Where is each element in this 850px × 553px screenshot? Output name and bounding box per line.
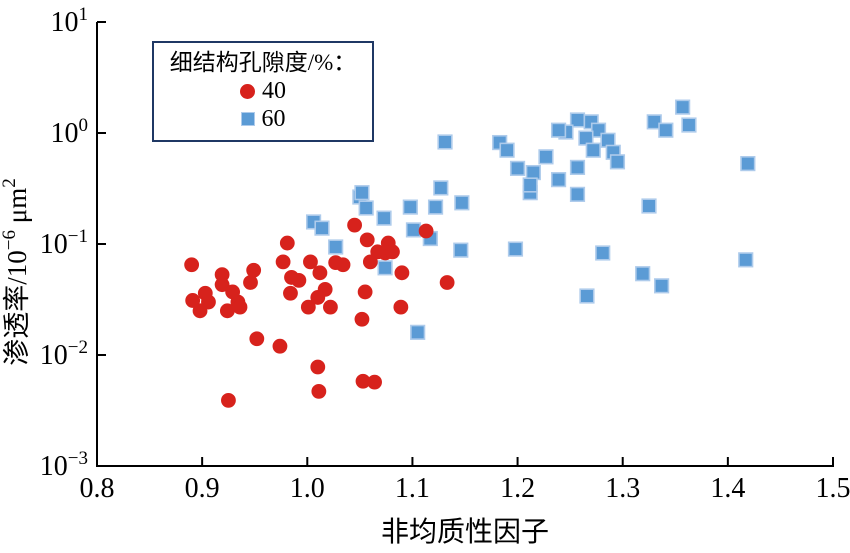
data-point-60	[550, 122, 567, 138]
legend-title: 细结构孔隙度/%：	[169, 50, 357, 76]
data-point-60	[499, 142, 515, 158]
data-point-40	[279, 235, 295, 251]
data-point-60	[579, 288, 595, 304]
data-point-60	[402, 199, 418, 215]
data-point-60	[738, 252, 754, 268]
data-point-40	[214, 277, 230, 293]
x-tick-label: 0.9	[185, 473, 220, 504]
data-point-60	[525, 164, 541, 181]
x-tick-label: 1.1	[395, 473, 430, 504]
data-point-40	[394, 265, 410, 281]
y-tick-label: 10−1	[40, 226, 88, 260]
data-point-40	[439, 275, 455, 290]
y-tick-label: 100	[51, 115, 89, 149]
data-point-60	[454, 195, 470, 211]
x-tick-label: 1.0	[290, 473, 325, 504]
x-tick-label: 1.5	[816, 473, 850, 504]
data-point-60	[641, 198, 657, 214]
x-tick-label: 1.3	[605, 473, 640, 504]
data-point-60	[658, 122, 674, 138]
legend-label-40: 40	[262, 77, 286, 104]
data-point-60	[538, 149, 554, 165]
data-point-60	[328, 239, 344, 255]
data-point-40	[219, 303, 235, 319]
y-tick-label: 10−2	[40, 337, 88, 371]
data-point-40	[385, 244, 400, 260]
data-point-40	[192, 303, 208, 319]
data-point-60	[376, 210, 392, 226]
data-point-40	[310, 290, 326, 305]
data-point-60	[675, 99, 691, 115]
y-tick-label: 101	[51, 4, 89, 38]
data-point-40	[303, 254, 318, 270]
data-point-40	[275, 254, 291, 270]
data-point-40	[243, 275, 258, 290]
data-point-40	[272, 338, 288, 354]
data-point-40	[354, 311, 370, 327]
data-point-40	[357, 284, 373, 300]
data-point-60	[595, 245, 611, 261]
data-point-40	[393, 299, 409, 315]
data-point-40	[221, 392, 236, 408]
legend-item-60: 60	[240, 105, 286, 133]
data-point-60	[405, 222, 422, 238]
data-point-40	[362, 254, 378, 270]
data-point-60	[550, 172, 567, 188]
y-tick-label: 10−3	[40, 448, 88, 482]
data-point-40	[367, 374, 382, 390]
data-point-40	[185, 293, 201, 308]
data-point-60	[681, 117, 697, 133]
x-tick-label: 1.2	[500, 473, 535, 504]
x-axis-title: 非均质性因子	[381, 516, 549, 548]
legend-label-60: 60	[261, 106, 286, 133]
data-point-60	[354, 185, 370, 201]
data-point-60	[509, 160, 526, 176]
data-point-40	[312, 265, 328, 281]
data-point-60	[377, 260, 393, 276]
data-point-60	[507, 241, 524, 257]
data-point-60	[609, 154, 626, 170]
data-point-60	[585, 142, 601, 158]
data-point-40	[347, 217, 362, 233]
axes: 0.8 0.9 1.0 1.1 1.2 1.3 1.4 1.5 10−3 10−2 10−1 100 1…	[0, 4, 850, 548]
data-point-40	[291, 272, 307, 288]
data-point-60	[410, 324, 426, 340]
data-point-40	[246, 262, 262, 278]
data-point-60	[427, 199, 444, 215]
data-point-60	[453, 242, 469, 258]
data-point-40	[355, 373, 371, 389]
data-point-60	[635, 266, 651, 282]
data-point-60	[740, 156, 756, 172]
data-point-60	[654, 278, 670, 294]
data-point-40	[184, 257, 200, 273]
data-point-40	[249, 331, 265, 347]
data-points	[184, 99, 756, 408]
data-point-40	[283, 285, 298, 301]
data-point-40	[310, 359, 326, 375]
x-tick-label: 1.4	[710, 473, 745, 504]
data-point-40	[323, 299, 338, 315]
data-point-40	[359, 232, 375, 248]
data-point-40	[335, 257, 351, 273]
legend-item-40: 40	[240, 77, 286, 105]
circle-marker-icon	[240, 83, 255, 99]
data-point-40	[418, 223, 434, 239]
data-point-40	[300, 299, 316, 315]
data-point-60	[522, 177, 538, 193]
square-marker-icon	[240, 112, 255, 127]
data-point-60	[433, 180, 449, 196]
data-point-40	[232, 299, 248, 315]
legend: 细结构孔隙度/%： 40 60	[152, 41, 374, 142]
y-axis-title: 渗透率/10−6 μm2	[0, 178, 32, 365]
data-point-60	[314, 220, 330, 236]
x-tick-label: 0.8	[80, 473, 115, 504]
data-point-60	[569, 159, 586, 175]
data-point-40	[311, 383, 327, 399]
data-point-60	[569, 186, 586, 202]
data-point-60	[646, 114, 662, 130]
data-point-60	[437, 134, 453, 150]
data-point-60	[358, 200, 374, 216]
